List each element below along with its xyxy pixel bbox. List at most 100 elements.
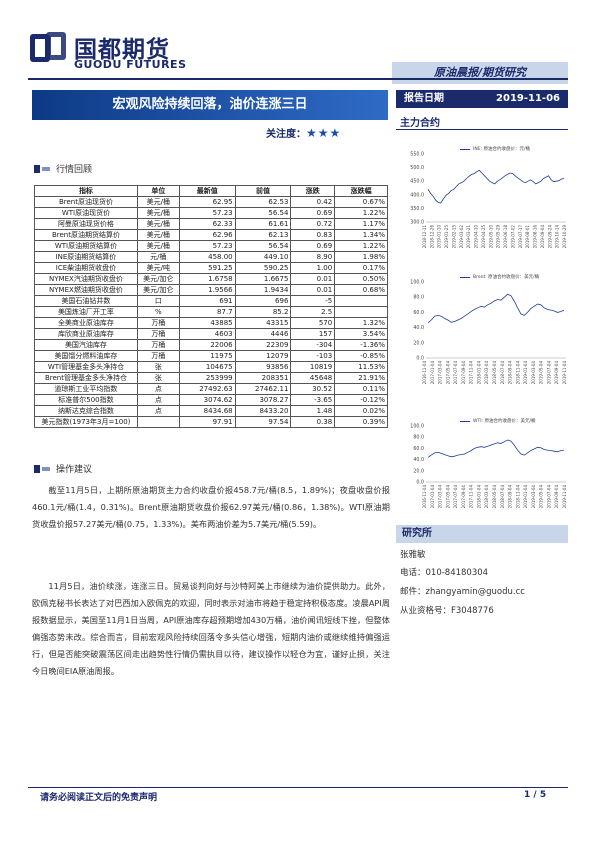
table-cell: 0.68% <box>334 284 388 296</box>
table-cell: -3.65 <box>290 394 336 406</box>
table-cell: 591.25 <box>178 262 236 274</box>
table-row: 道琼斯工业平均指数点 27492.63 27462.11 30.52 0.11% <box>34 383 388 395</box>
x-tick-label: 2019-10-29 <box>562 225 567 249</box>
table-cell: 美国石油钻井数 <box>34 295 138 307</box>
y-tick-label: 400.0 <box>410 192 424 198</box>
x-tick-label: 2018-03-04 <box>484 361 489 385</box>
table-cell: 56.54 <box>234 240 292 252</box>
table-cell: -0.85% <box>334 350 388 362</box>
table-cell: 253999 <box>178 372 236 384</box>
table-cell: 1.22% <box>334 207 388 219</box>
column-header: 前值 <box>234 185 292 197</box>
table-cell: 点 <box>136 383 180 395</box>
chart-legend: Brent: 原油合约收盘价：美元/桶 <box>460 274 539 280</box>
table-cell: -304 <box>290 339 336 351</box>
x-tick-label: 2017-03-04 <box>438 361 443 385</box>
y-tick-label: 60.0 <box>413 310 424 316</box>
table-cell: Brent管理基金多头净持仓 <box>34 372 138 384</box>
table-row: ICE柴油期货收盘价 美元/吨 591.25 590.25 1.00 0.17% <box>34 262 388 274</box>
table-cell: WTI管理基金多头净持仓 <box>34 361 138 373</box>
market-review-heading: 行情回顾 <box>34 162 92 175</box>
table-cell: 0.38 <box>290 416 336 428</box>
table-cell: 1.00 <box>290 262 336 274</box>
x-tick-label: 2019-11-04 <box>562 361 567 385</box>
table-cell: NYMEX汽油期货收盘价 <box>34 273 138 285</box>
table-row: Brent原油期货结算价 美元/桶 62.96 62.13 0.83 1.34% <box>34 229 388 241</box>
chart-legend-label: Brent: 原油合约收盘价：美元/桶 <box>473 275 540 280</box>
table-cell: 0.50% <box>334 273 388 285</box>
section-bullet-icon <box>34 464 50 473</box>
table-cell: 27462.11 <box>234 383 292 395</box>
y-tick-label: 80.0 <box>413 295 424 301</box>
column-header: 涨跌 <box>290 185 336 197</box>
x-tick-label: 2018-12-26 <box>429 225 434 249</box>
table-cell: 8434.68 <box>178 405 236 417</box>
table-cell: ICE柴油期货收盘价 <box>34 262 138 274</box>
table-row: Brent管理基金多头净持仓张 253999 208351 45648 21.91% <box>34 372 388 384</box>
table-cell: 美元/桶 <box>136 207 180 219</box>
x-tick-label: 2019-01-04 <box>523 361 528 385</box>
table-cell: 43315 <box>234 317 292 329</box>
x-tick-label: 2017-03-04 <box>438 485 443 509</box>
table-cell: 691 <box>178 295 236 307</box>
x-tick-label: 2017-01-04 <box>430 361 435 385</box>
table-cell: 3.54% <box>334 328 388 340</box>
table-row: INE原油期货结算价 元/桶 458.00 449.10 8.90 1.98% <box>34 251 388 263</box>
advice-heading: 操作建议 <box>34 462 92 475</box>
analyst-name: 张雅敏 <box>400 550 426 560</box>
y-tick-label: 450.0 <box>410 179 424 185</box>
report-date-value: 2019-11-06 <box>496 93 560 104</box>
table-cell: 45648 <box>290 372 336 384</box>
logo-text-en: GUODU FUTURES <box>74 58 187 71</box>
table-cell <box>334 306 388 318</box>
x-tick-label: 2019-08-01 <box>525 225 530 249</box>
series-line <box>427 169 565 204</box>
table-row: 全美商业原油库存 万桶 43885 43315 570 1.32% <box>34 317 388 329</box>
table-cell: 美元/桶 <box>136 218 180 230</box>
report-category: 原油晨报/期货研究 <box>392 62 568 84</box>
y-tick-label: 80.0 <box>413 435 424 441</box>
x-tick-label: 2018-01-04 <box>476 361 481 385</box>
page-number: 1 / 5 <box>524 790 547 800</box>
chart-legend-label: INE: 原油合约收盘价：元/桶 <box>473 147 530 152</box>
table-cell: 万桶 <box>136 350 180 362</box>
table-cell: 1.6758 <box>178 273 236 285</box>
table-cell <box>136 416 180 428</box>
x-tick-label: 2019-05-29 <box>496 225 501 249</box>
x-tick-label: 2019-01-10 <box>437 225 442 249</box>
x-tick-label: 2019-07-02 <box>510 225 515 249</box>
chart-ine: INE: 原油合约收盘价：元/桶 550.0 500.0 450.0 400.0 350… <box>400 140 570 260</box>
x-tick-label: 2018-07-04 <box>500 485 505 509</box>
table-cell: 2.5 <box>290 306 336 318</box>
x-tick-label: 2018-07-04 <box>500 361 505 385</box>
table-cell: Brent原油现货价 <box>34 196 138 208</box>
x-tick-label: 2017-11-04 <box>469 485 474 509</box>
table-row: NYMEX燃油期货收盘价 美元/加仑 1.9566 1.9434 0.01 0.68% <box>34 284 388 296</box>
x-tick-label: 2017-05-04 <box>445 485 450 509</box>
table-cell: 阿曼原油现货价格 <box>34 218 138 230</box>
table-row: Brent原油现货价 美元/桶 62.95 62.53 0.42 0.67% <box>34 196 388 208</box>
table-cell: 590.25 <box>234 262 292 274</box>
y-tick-label: 500.0 <box>410 165 424 171</box>
table-cell: 0.02% <box>334 405 388 417</box>
x-tick-label: 2019-09-04 <box>554 361 559 385</box>
x-tick-label: 2017-05-04 <box>445 361 450 385</box>
table-cell: 美元/吨 <box>136 262 180 274</box>
x-tick-label: 2019-04-10 <box>474 225 479 249</box>
table-cell: 0.69 <box>290 240 336 252</box>
x-tick-label: 2019-07-04 <box>546 485 551 509</box>
analyst-email[interactable]: 邮件：zhangyamin@guodu.cc <box>400 587 525 597</box>
x-tick-label: 2016-11-04 <box>422 485 427 509</box>
table-cell: 85.2 <box>234 306 292 318</box>
table-cell: 458.00 <box>178 251 236 263</box>
table-cell: 万桶 <box>136 339 180 351</box>
x-tick-label: 2019-05-04 <box>539 485 544 509</box>
advice-paragraph-1: 截至11月5日，上期所原油期货主力合约收盘价报458.7元/桶(8.5，1.89… <box>32 482 390 533</box>
x-tick-label: 2018-05-04 <box>492 485 497 509</box>
table-cell: 61.61 <box>234 218 292 230</box>
table-cell <box>334 295 388 307</box>
table-cell: 1.9566 <box>178 284 236 296</box>
table-cell: 美元/加仑 <box>136 273 180 285</box>
table-cell: 208351 <box>234 372 292 384</box>
